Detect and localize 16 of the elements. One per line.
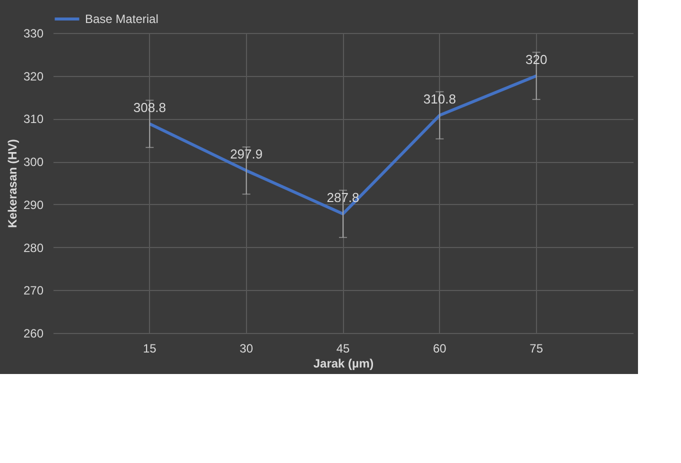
x-tick-label: 30 — [240, 342, 254, 356]
y-tick-label: 280 — [23, 240, 44, 255]
x-tick-label: 15 — [142, 342, 157, 356]
y-tick-label: 320 — [23, 69, 44, 84]
x-tick-label: 75 — [530, 342, 544, 356]
y-tick-label: 330 — [23, 26, 44, 40]
x-tick-label: 45 — [336, 342, 350, 356]
y-tick-label: 260 — [23, 326, 44, 340]
x-tick-label: 60 — [432, 342, 447, 356]
legend-label: Base Material — [85, 12, 158, 26]
y-tick-label: 310 — [23, 112, 44, 126]
y-axis-title: Kekerasan (HV) — [5, 139, 20, 228]
x-axis-title: Jarak (µm) — [313, 356, 374, 370]
y-tick-label: 270 — [23, 284, 44, 298]
y-tick-label: 300 — [23, 155, 44, 170]
y-tick-label: 290 — [23, 198, 44, 212]
